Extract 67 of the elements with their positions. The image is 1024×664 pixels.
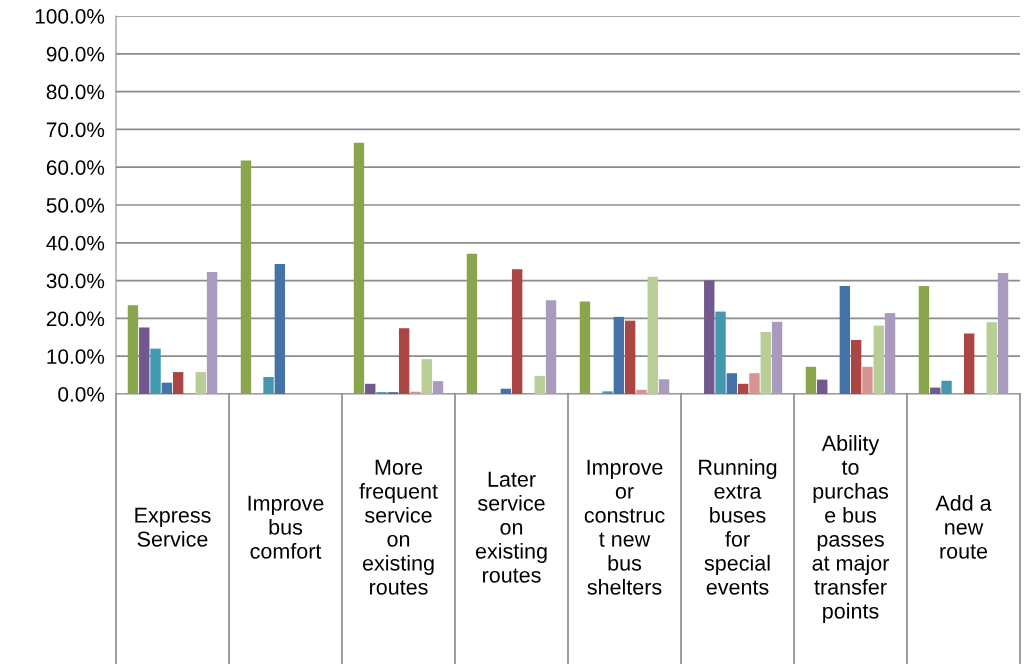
- bar: [771, 321, 783, 394]
- bar: [986, 322, 997, 394]
- bar: [353, 142, 365, 394]
- bar: [941, 380, 952, 394]
- bar: [862, 366, 873, 394]
- bar: [850, 339, 862, 394]
- x-tick-label: Running extra buses for special events: [699, 459, 777, 595]
- x-tick-label: Improve or construc t new bus shelters: [584, 459, 665, 595]
- y-tick-label: 100.0%: [35, 9, 105, 24]
- bar: [398, 328, 410, 394]
- x-tick-label: Improve bus comfort: [248, 495, 324, 559]
- bar: [602, 391, 613, 394]
- bar: [805, 366, 817, 394]
- bar: [410, 391, 421, 394]
- y-tick-label: 70.0%: [46, 122, 105, 138]
- y-tick-label: 0.0%: [58, 387, 105, 402]
- bar: [839, 285, 851, 394]
- bar: [139, 327, 150, 394]
- bar: [206, 271, 218, 394]
- y-tick-label: 50.0%: [46, 198, 105, 213]
- bar: [737, 383, 749, 394]
- bar: [873, 325, 884, 394]
- bar: [274, 263, 286, 394]
- bar: [511, 269, 523, 394]
- y-tick-label: 40.0%: [46, 235, 105, 251]
- x-tick-label: Express Service: [135, 507, 211, 547]
- bar: [421, 359, 432, 394]
- bar: [624, 320, 636, 394]
- bar: [817, 379, 828, 394]
- x-tick-label: Add a new route: [935, 495, 992, 559]
- y-tick-label: 80.0%: [46, 84, 105, 100]
- bar: [715, 311, 726, 394]
- bar: [172, 372, 184, 394]
- bar: [534, 375, 545, 394]
- bar: [760, 332, 771, 394]
- bar: [884, 313, 896, 394]
- bar: [432, 381, 444, 394]
- bar: [195, 372, 206, 394]
- bar: [704, 280, 715, 394]
- x-tick-label: More frequent service on existing routes: [359, 459, 438, 595]
- bar: [500, 388, 512, 394]
- bar: [963, 333, 975, 394]
- bar: [365, 383, 376, 394]
- y-tick-label: 20.0%: [46, 311, 105, 327]
- bar: [749, 373, 760, 394]
- bar: [658, 379, 670, 394]
- y-tick-label: 90.0%: [46, 46, 105, 62]
- bar: [150, 348, 161, 394]
- x-tick-label: Later service on existing routes: [475, 471, 547, 583]
- bar: [726, 373, 738, 394]
- x-tick-label: Ability to purchas e bus passes at major transfer points: [812, 435, 890, 623]
- bar: [263, 376, 274, 394]
- bar: [240, 160, 252, 394]
- y-tick-label: 60.0%: [46, 160, 105, 175]
- bar: [997, 273, 1009, 394]
- y-tick-label: 30.0%: [46, 273, 105, 289]
- bar: [918, 285, 930, 394]
- bar: [579, 301, 591, 394]
- bar: [613, 316, 625, 394]
- y-tick-label: 10.0%: [47, 349, 105, 364]
- bar: [127, 305, 139, 394]
- bar: [161, 382, 173, 394]
- bar: [636, 389, 647, 394]
- bar: [545, 300, 557, 394]
- bar: [930, 387, 941, 394]
- bar: [466, 253, 478, 394]
- bar: [647, 276, 658, 394]
